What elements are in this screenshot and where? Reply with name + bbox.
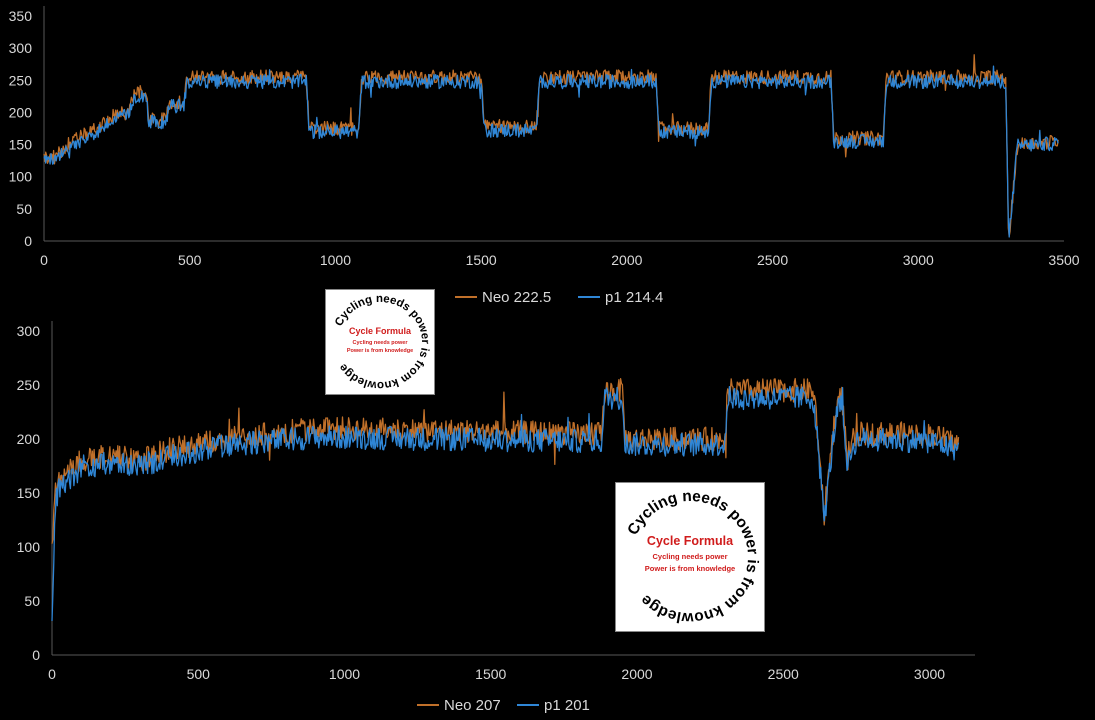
y-tick-label: 300 bbox=[17, 323, 41, 339]
x-tick-label: 2500 bbox=[768, 666, 799, 682]
logo-title: Cycle Formula bbox=[349, 326, 412, 336]
x-tick-label: 3000 bbox=[914, 666, 945, 682]
x-tick-label: 500 bbox=[178, 252, 202, 268]
x-tick-label: 2000 bbox=[621, 666, 652, 682]
x-tick-label: 0 bbox=[48, 666, 56, 682]
y-tick-label: 250 bbox=[9, 72, 33, 88]
y-tick-label: 200 bbox=[17, 431, 41, 447]
cycle-formula-logo-large-graphic: Cycling needs power is from knowledge Cy… bbox=[624, 488, 761, 626]
legend-label-p1: p1 201 bbox=[544, 697, 590, 714]
y-tick-label: 100 bbox=[17, 539, 41, 555]
chart-bottom-legend: Neo 207 p1 201 bbox=[417, 697, 590, 714]
y-tick-label: 50 bbox=[24, 593, 40, 609]
y-tick-label: 150 bbox=[9, 137, 33, 153]
legend-label-neo: Neo 207 bbox=[444, 697, 501, 714]
x-tick-label: 1500 bbox=[475, 666, 506, 682]
series-line-p1 bbox=[43, 65, 1059, 238]
cycle-formula-logo: Cycling needs power is from knowledge Cy… bbox=[325, 289, 435, 395]
series-line-neo bbox=[51, 377, 960, 544]
logo-line2: Power is from knowledge bbox=[645, 564, 735, 573]
chart-top-legend: Neo 222.5 p1 214.4 bbox=[455, 289, 663, 306]
x-tick-label: 1000 bbox=[320, 252, 351, 268]
x-tick-label: 3000 bbox=[903, 252, 934, 268]
logo-line1: Cycling needs power bbox=[352, 340, 408, 346]
chart-bottom-series bbox=[51, 377, 960, 622]
chart-top-series bbox=[43, 54, 1059, 238]
logo-title: Cycle Formula bbox=[647, 534, 734, 548]
x-tick-label: 1000 bbox=[329, 666, 360, 682]
x-tick-label: 2500 bbox=[757, 252, 788, 268]
y-tick-label: 350 bbox=[9, 8, 33, 24]
y-tick-label: 250 bbox=[17, 377, 41, 393]
y-tick-label: 300 bbox=[9, 40, 33, 56]
y-tick-label: 0 bbox=[32, 647, 40, 663]
cycle-formula-logo-graphic: Cycling needs power is from knowledge Cy… bbox=[333, 293, 431, 391]
series-line-p1 bbox=[51, 385, 960, 622]
y-tick-label: 200 bbox=[9, 104, 33, 120]
legend-label-neo: Neo 222.5 bbox=[482, 289, 551, 306]
x-tick-label: 500 bbox=[187, 666, 211, 682]
logo-line2: Power is from knowledge bbox=[347, 348, 413, 354]
cycle-formula-logo-large: Cycling needs power is from knowledge Cy… bbox=[615, 482, 765, 632]
x-tick-label: 2000 bbox=[611, 252, 642, 268]
y-tick-label: 100 bbox=[9, 169, 33, 185]
y-tick-label: 50 bbox=[16, 201, 32, 217]
logo-line1: Cycling needs power bbox=[652, 552, 727, 561]
x-tick-label: 1500 bbox=[466, 252, 497, 268]
y-tick-label: 0 bbox=[24, 233, 32, 249]
x-tick-label: 0 bbox=[40, 252, 48, 268]
legend-label-p1: p1 214.4 bbox=[605, 289, 663, 306]
y-tick-label: 150 bbox=[17, 485, 41, 501]
x-tick-label: 3500 bbox=[1048, 252, 1079, 268]
